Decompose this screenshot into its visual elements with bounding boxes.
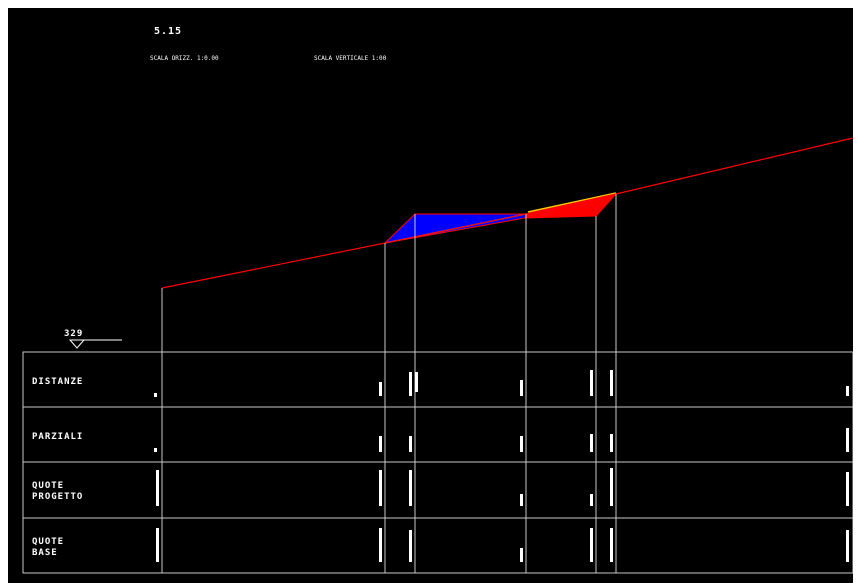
row-label-quote-base-1: QUOTE — [32, 537, 64, 547]
ground-profile-line — [161, 137, 854, 289]
row-label-distanze: DISTANZE — [32, 377, 83, 387]
row-label-quote-progetto-2: PROGETTO — [32, 492, 83, 502]
datum-marker: 329 — [64, 329, 122, 349]
cross-section-drawing: 5.15 SCALA ORIZZ. 1:0.00 SCALA VERTICALE… — [22, 26, 854, 574]
datum-value: 329 — [64, 329, 83, 339]
cut-accent-line — [527, 192, 617, 213]
value-ticks — [154, 370, 849, 562]
row-label-quote-base-2: BASE — [32, 548, 58, 558]
station-lines — [161, 194, 617, 573]
section-number: 5.15 — [154, 26, 182, 37]
data-table-grid — [22, 351, 854, 574]
row-label-quote-progetto-1: QUOTE — [32, 481, 64, 491]
scale-left-label: SCALA ORIZZ. 1:0.00 — [150, 55, 219, 62]
scale-right-label: SCALA VERTICALE 1:00 — [314, 55, 387, 62]
row-label-parziali: PARZIALI — [32, 432, 83, 442]
drawing-canvas: 5.15 SCALA ORIZZ. 1:0.00 SCALA VERTICALE… — [8, 8, 854, 583]
